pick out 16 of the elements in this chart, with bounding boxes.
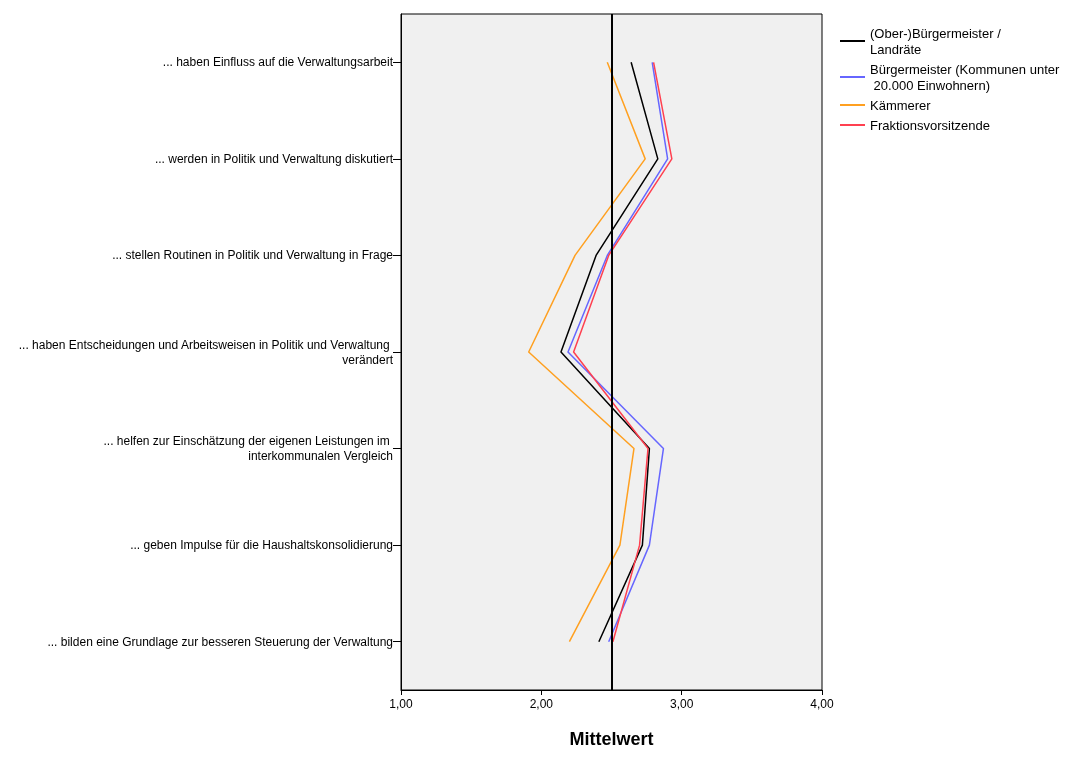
x-axis-title: Mittelwert	[569, 729, 654, 749]
y-tick-label: ... stellen Routinen in Politik und Verwaltung in Frage	[112, 248, 394, 263]
y-tick-label: ... haben Einfluss auf die Verwaltungsarbeit	[162, 55, 394, 70]
y-tick-label: ... werden in Politik und Verwaltung diskutiert	[154, 151, 394, 166]
y-tick-label: ... geben Impulse für die Haushaltskonsolidierung	[130, 538, 393, 553]
y-tick-label: ... bilden eine Grundlage zur besseren Steuerung der Verwaltung	[47, 634, 393, 649]
x-tick-label: 4,00	[810, 697, 834, 711]
y-tick-label: ... helfen zur Einschätzung der eigenen Leistungen im interkommunalen Vergleich	[103, 434, 393, 464]
legend-label: Bürgermeister (Kommunen unter 20.000 Einwohnern)	[870, 61, 1060, 93]
x-tick-label: 3,00	[669, 697, 694, 711]
x-tick-label: 2,00	[529, 697, 554, 711]
y-tick-label: ... haben Entscheidungen und Arbeitsweisen in Politik und Verwaltung verändert	[18, 337, 394, 367]
legend-label: Fraktionsvorsitzende	[870, 117, 990, 133]
legend-label: Kämmerer	[870, 97, 932, 113]
legend-label: (Ober-)Bürgermeister / Landräte	[870, 25, 1005, 57]
x-tick-label: 1,00	[389, 697, 413, 711]
